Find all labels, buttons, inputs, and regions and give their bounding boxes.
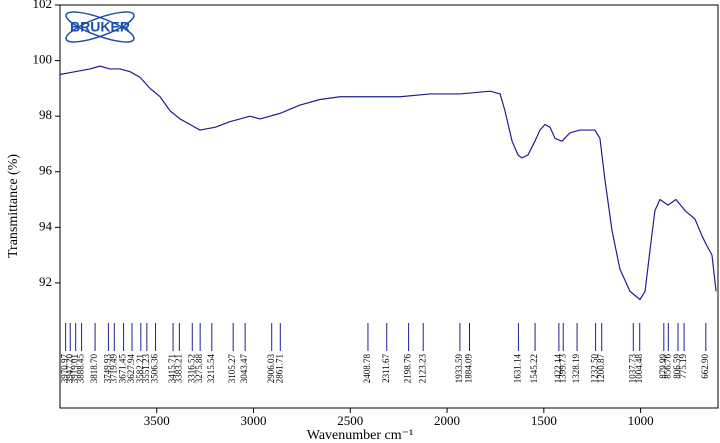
peak-label: 2861.71 [274,354,284,383]
peak-label: 1545.22 [529,354,539,383]
x-tick-label: 3000 [241,413,267,428]
peak-label: 662.90 [700,354,710,379]
peak-label: 2408.78 [362,354,372,384]
peak-label: 1631.14 [513,354,523,384]
y-axis-label: Transmittance (%) [6,154,21,258]
peak-label: 3316.52 [186,354,196,383]
peak-label: 1399.73 [557,354,567,384]
x-tick-label: 1000 [628,413,654,428]
peak-label: 806.59 [672,354,682,379]
x-tick-label: 2500 [337,413,363,428]
spectrum-line [59,65,717,301]
peak-label: 3970.97 [60,354,70,384]
peak-label: 3105.27 [227,354,237,384]
peak-label: 3919.01 [70,354,80,383]
x-tick-label: 3500 [144,413,170,428]
peak-label: 1422.14 [553,354,563,384]
peak-label: 3818.70 [89,354,99,384]
peak-label: 3383.21 [173,354,183,383]
x-axis-label: Wavenumber cm⁻¹ [307,428,413,443]
y-tick-label: 96 [39,163,53,178]
y-tick-label: 94 [39,218,53,233]
peak-label: 879.99 [658,354,668,379]
y-tick-label: 100 [33,52,53,67]
peak-label: 3947.20 [64,354,74,384]
peak-label: 1933.59 [454,354,464,384]
peak-label: 1037.73 [627,354,637,384]
peak-label: 1328.19 [571,354,581,384]
y-tick-label: 102 [33,0,53,11]
peak-label: 3275.88 [194,354,204,384]
peak-label: 3215.54 [206,354,216,384]
peak-label: 1884.09 [464,354,474,384]
peak-label: 3582.21 [135,354,145,383]
peak-label: 2311.67 [381,354,391,383]
logo-text: BRUKER [70,19,130,35]
peak-label: 2198.76 [403,354,413,384]
peak-label: 1232.50 [590,354,600,384]
peak-label: 3415.71 [167,354,177,383]
x-tick-label: 2000 [434,413,460,428]
peak-label: 3627.94 [126,354,136,384]
peak-label: 856.76 [662,354,672,379]
peak-label: 3506.36 [150,354,160,384]
peak-label: 2906.03 [266,354,276,384]
peak-label: 3043.47 [239,354,249,384]
peak-label: 1200.87 [596,354,606,384]
logo-orbit [65,11,135,43]
peak-label: 775.19 [678,354,688,379]
peak-label: 3719.49 [108,354,118,384]
logo: BRUKER [65,11,135,43]
peak-label: 3888.45 [76,354,86,384]
peak-label: 3551.23 [141,354,151,384]
logo-orbit [65,11,135,43]
peak-label: 3671.45 [118,354,128,384]
peak-label: 1004.48 [634,354,644,384]
x-tick-label: 1500 [531,413,557,428]
y-tick-label: 92 [39,274,52,289]
peak-label: 3749.93 [102,354,112,384]
plot-frame [59,4,719,409]
peak-label: 2123.23 [417,354,427,384]
y-tick-label: 98 [39,107,52,122]
